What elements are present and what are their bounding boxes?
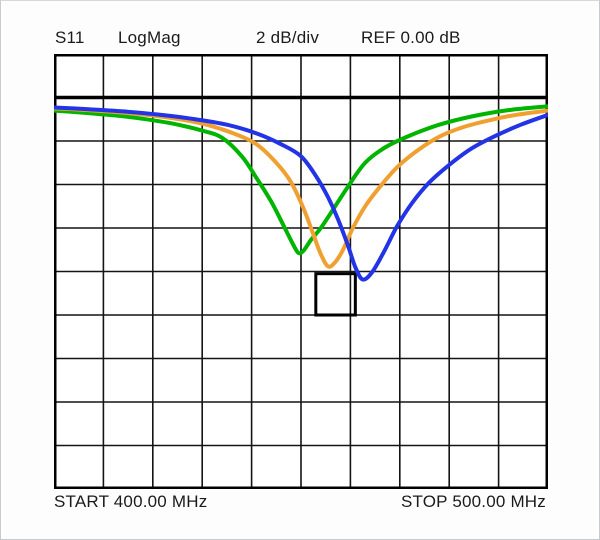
reference-level-label: REF 0.00 dB [361,28,461,47]
trace-green [54,104,548,256]
trace-blue [54,105,548,282]
marker-box [314,272,357,317]
trace-plot-svg [54,54,548,489]
start-frequency-label: START 400.00 MHz [54,492,208,511]
display-format-label: LogMag [118,28,181,47]
stop-frequency-label: STOP 500.00 MHz [400,492,546,511]
grid-border [54,54,548,489]
trace-orange [54,106,548,269]
grid-lines [54,54,548,489]
trace-parameter-label: S11 [55,28,85,47]
graticule-plot-area [54,54,548,489]
scale-per-div-label: 2 dB/div [256,28,320,47]
